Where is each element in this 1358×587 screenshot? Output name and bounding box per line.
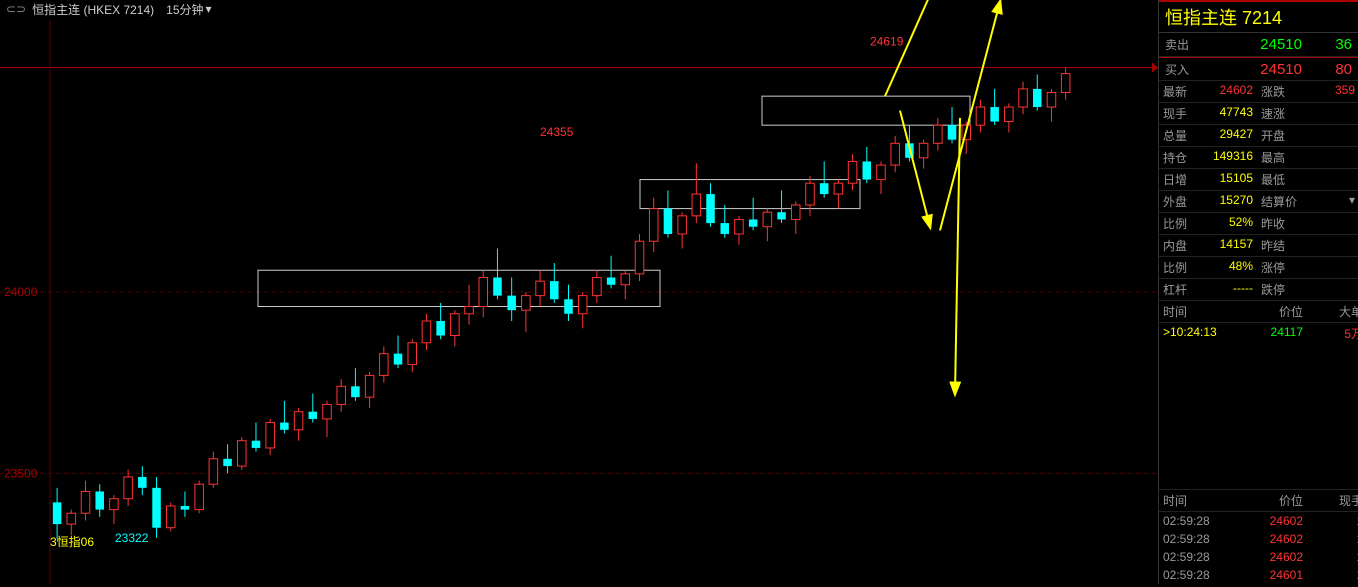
quote-row: 杠杆-----跌停 [1159,279,1358,301]
quote-panel: 恒指主连 7214 卖出 24510 36 买入 24510 80 最新2460… [1158,0,1358,584]
chevron-down-icon: ▾ [206,2,212,16]
topbar: ⊂⊃ 恒指主连 (HKEX 7214) 15分钟 ▾ [0,0,212,18]
col-qty: 现手 [1303,492,1358,509]
sell-qty: 36 [1308,36,1358,53]
quote-row: 总量29427开盘 [1159,125,1358,147]
col-time: 时间 [1163,492,1233,509]
link-icon: ⊂⊃ [6,2,26,16]
col-time: 时间 [1163,303,1233,320]
svg-text:23322: 23322 [115,531,149,545]
quote-title: 恒指主连 7214 [1159,0,1358,33]
quote-row: 比例52%昨收 [1159,213,1358,235]
col-price: 价位 [1233,303,1303,320]
quote-row: 最新24602涨跌359 [1159,81,1358,103]
quote-row: 比例48%涨停 [1159,257,1358,279]
trade-row: 02:59:28246021 [1159,512,1358,530]
quote-row: 现手47743速涨 [1159,103,1358,125]
buy-price: 24510 [1197,61,1308,78]
sell-row: 卖出 24510 36 [1159,33,1358,57]
buy-row: 买入 24510 80 [1159,57,1358,81]
buy-label: 买入 [1159,61,1197,78]
svg-text:24355: 24355 [540,125,574,139]
buy-qty: 80 [1308,61,1358,78]
large-trades-rows: >10:24:13241175万 [1159,323,1358,344]
quote-row: 日增15105最低 [1159,169,1358,191]
large-trades-header: 时间 价位 大单 [1159,301,1358,323]
col-qty: 大单 [1303,303,1358,320]
time-sales-header: 时间 价位 现手 [1159,489,1358,512]
trade-row: 02:59:28246011 [1159,566,1358,584]
svg-text:23500: 23500 [4,466,38,480]
svg-text:3恒指06: 3恒指06 [50,534,94,549]
time-sales-rows: 02:59:2824602102:59:2824602102:59:282460… [1159,512,1358,584]
quote-row: 外盘15270结算价▾ [1159,191,1358,213]
quote-row: 持仓149316最高 [1159,147,1358,169]
svg-text:24000: 24000 [4,285,38,299]
large-trade-row: >10:24:13241175万 [1159,323,1358,344]
col-price: 价位 [1233,492,1303,509]
symbol-name[interactable]: 恒指主连 (HKEX 7214) [32,1,154,18]
sell-label: 卖出 [1159,36,1197,53]
trade-row: 02:59:28246021 [1159,548,1358,566]
quote-row: 内盘14157昨结 [1159,235,1358,257]
time-sales: 时间 价位 现手 02:59:2824602102:59:2824602102:… [1159,489,1358,584]
trade-row: 02:59:28246021 [1159,530,1358,548]
candlestick-chart: 23500 24000 24355 24619 23322 3恒指06 [0,0,1158,584]
chart-area[interactable]: 23500 24000 24355 24619 23322 3恒指06 [0,0,1158,584]
timeframe-label: 15分钟 [166,1,203,18]
sell-price: 24510 [1197,36,1308,53]
svg-text:24619: 24619 [870,34,904,48]
timeframe-select[interactable]: 15分钟 ▾ [166,1,211,18]
quote-details: 最新24602涨跌359现手47743速涨总量29427开盘持仓149316最高… [1159,81,1358,301]
